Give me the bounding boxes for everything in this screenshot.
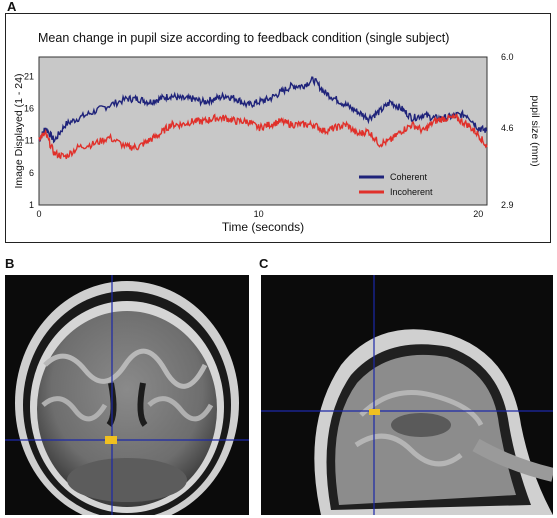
series-line-coherent — [38, 76, 488, 144]
x-tick-label: 10 — [254, 209, 264, 219]
y-tick-left-label: 1 — [29, 200, 34, 210]
series-line-incoherent — [38, 112, 488, 160]
legend-label-incoherent: Incoherent — [390, 187, 433, 197]
sagittal-mri-slice — [261, 275, 553, 515]
y-tick-left-label: 6 — [29, 168, 34, 178]
activation-blob-b — [105, 436, 117, 444]
panel-label-b: B — [5, 256, 15, 271]
x-tick-label: 20 — [473, 209, 483, 219]
y-axis-left-label: Image Displayed (1 - 24) — [13, 74, 25, 189]
chart-svg: Mean change in pupil size according to f… — [13, 31, 541, 234]
coronal-mri-image — [5, 275, 249, 515]
plot-area — [38, 56, 488, 206]
y-tick-left-label: 16 — [24, 103, 34, 113]
panel-label-c: C — [259, 256, 269, 271]
pupil-size-chart: Mean change in pupil size according to f… — [5, 13, 551, 243]
coronal-mri-slice — [5, 275, 249, 515]
panel-label-a: A — [7, 0, 17, 14]
y-tick-left-label: 11 — [25, 136, 34, 146]
sagittal-mri-image — [261, 275, 553, 515]
x-tick-label: 0 — [36, 209, 41, 219]
activation-blob-c — [369, 409, 380, 415]
y-tick-right-label: 6.0 — [501, 52, 514, 62]
y-tick-right-label: 2.9 — [501, 200, 514, 210]
x-axis-label: Time (seconds) — [222, 220, 304, 234]
y-tick-left-label: 21 — [24, 71, 34, 81]
chart-title: Mean change in pupil size according to f… — [38, 31, 449, 45]
y-axis-right-label: pupil size (mm) — [529, 95, 541, 166]
y-tick-right-label: 4.6 — [501, 123, 514, 133]
legend-label-coherent: Coherent — [390, 172, 428, 182]
